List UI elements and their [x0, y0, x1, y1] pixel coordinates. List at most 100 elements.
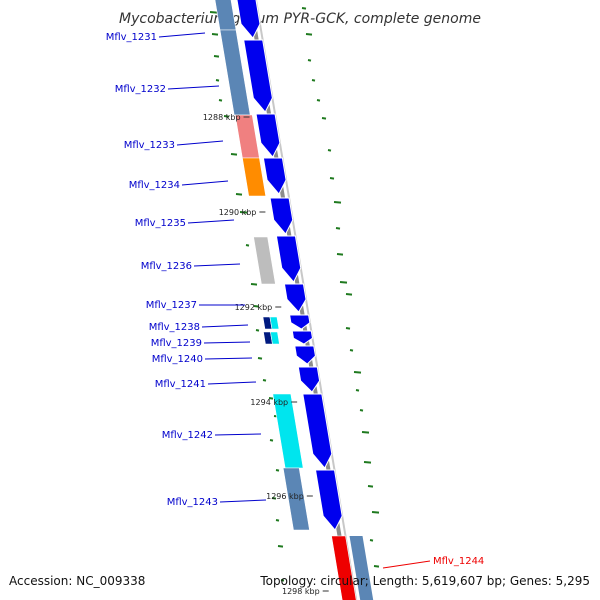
gc-mark [335, 227, 341, 230]
gene-label-leader [382, 560, 431, 569]
gc-mark [329, 177, 335, 180]
cds-arrow-9 [291, 330, 314, 345]
feature-track [214, 0, 374, 600]
cds-arrow-13 [314, 469, 343, 531]
gc-mark [269, 439, 274, 442]
gc-mark [349, 349, 354, 352]
gene-label-leader [181, 180, 229, 186]
gc-mark [275, 519, 280, 522]
gene-label-mflv-1242: Mflv_1242 [162, 430, 213, 441]
cds-arrow-2 [243, 39, 273, 113]
gc-mark [353, 371, 362, 374]
gene-label-mflv-1241: Mflv_1241 [155, 379, 206, 390]
gc-mark [230, 153, 238, 156]
gene-label-leader [207, 381, 257, 385]
feature-block-adjacent [349, 536, 374, 600]
feature-block-mflv-1242 [272, 393, 304, 469]
gc-mark [345, 293, 353, 296]
gc-mark [218, 99, 223, 102]
cds-track [236, 0, 343, 531]
gene-label-leader [201, 324, 249, 328]
gc-skew-track [209, 7, 380, 582]
gene-label-mflv-1232: Mflv_1232 [115, 84, 166, 95]
gene-label-leader [158, 32, 206, 38]
tick-label: 1288 kbp [203, 113, 241, 122]
gene-label-leader [176, 140, 224, 146]
gene-label-mflv-1234: Mflv_1234 [129, 180, 180, 191]
gene-label-mflv-1236: Mflv_1236 [141, 261, 192, 272]
gc-mark [336, 253, 344, 256]
gc-mark [239, 211, 248, 214]
gc-mark [277, 545, 284, 548]
gc-mark [235, 193, 243, 196]
gene-labels: Mflv_1231 Mflv_1232 Mflv_1233 Mflv_1234 Mflv… [106, 32, 484, 569]
gene-label-leader [167, 85, 220, 90]
gc-mark [211, 33, 219, 36]
cds-arrow-6 [275, 235, 302, 283]
gene-label-leader [187, 219, 235, 224]
gc-mark [327, 149, 332, 152]
gene-label-mflv-1238: Mflv_1238 [149, 322, 200, 333]
gc-mark [245, 244, 250, 247]
feature-block-mflv-1239b [270, 331, 280, 345]
tick-label: 1292 kbp [235, 303, 273, 312]
gc-mark [321, 117, 327, 120]
gene-label-mflv-1244: Mflv_1244 [433, 556, 484, 567]
gene-label-mflv-1240: Mflv_1240 [152, 354, 203, 365]
gc-mark [339, 281, 348, 284]
gene-label-leader [204, 357, 253, 360]
gc-mark [333, 201, 342, 204]
gc-mark [307, 59, 312, 62]
cds-arrow-3 [255, 113, 281, 158]
cds-arrow-4 [262, 157, 287, 195]
gc-mark [311, 79, 316, 82]
gene-label-mflv-1237: Mflv_1237 [146, 300, 197, 311]
gc-mark [316, 99, 321, 102]
feature-block-mflv-1238b [269, 316, 280, 330]
gc-mark [250, 283, 258, 286]
map-title: Mycobacterium gilvum PYR-GCK, complete g… [119, 11, 481, 27]
gene-label-leader [203, 341, 251, 344]
gene-label-leader [214, 433, 262, 436]
gc-mark [345, 327, 351, 330]
gc-mark [275, 469, 280, 472]
gc-mark [359, 409, 364, 412]
gc-mark [213, 55, 220, 58]
cds-arrow-10 [294, 345, 316, 365]
tick-label: 1290 kbp [219, 208, 257, 217]
gc-mark [253, 305, 260, 308]
topology-text: Topology: circular; Length: 5,619,607 bp… [260, 574, 590, 588]
gc-mark [223, 115, 230, 118]
gene-label-mflv-1243: Mflv_1243 [167, 497, 218, 508]
gc-mark [367, 485, 374, 488]
gc-mark [271, 497, 277, 500]
gc-mark [363, 461, 372, 464]
feature-block-mflv-1236 [253, 236, 276, 285]
gc-mark [305, 33, 313, 36]
gc-mark [255, 329, 260, 332]
gc-mark [369, 539, 374, 542]
gc-mark [373, 565, 380, 568]
gc-mark [301, 7, 307, 10]
tick-label: 1294 kbp [250, 398, 288, 407]
gc-mark [361, 431, 370, 434]
position-ticks: 1288 kbp 1290 kbp 1292 kbp 1294 kbp 1296 kbp… [203, 113, 329, 596]
cds-arrow-5 [269, 197, 294, 235]
cds-arrow-8 [289, 314, 311, 330]
gene-label-mflv-1239: Mflv_1239 [151, 338, 202, 349]
gc-mark [280, 579, 285, 582]
gc-mark [209, 11, 218, 14]
tick-label: 1298 kbp [282, 587, 320, 596]
tick-label: 1296 kbp [266, 492, 304, 501]
accession-text: Accession: NC_009338 [9, 574, 146, 588]
cds-arrow-7 [283, 283, 307, 313]
gc-mark [262, 379, 267, 382]
gene-label-mflv-1233: Mflv_1233 [124, 140, 175, 151]
cds-arrow-1 [236, 0, 261, 39]
gene-label-mflv-1235: Mflv_1235 [135, 218, 186, 229]
cds-arrow-12 [302, 393, 333, 469]
gc-mark [355, 389, 360, 392]
feature-block-mflv-1234 [242, 157, 267, 197]
feature-block-mflv-1244 [331, 535, 357, 600]
